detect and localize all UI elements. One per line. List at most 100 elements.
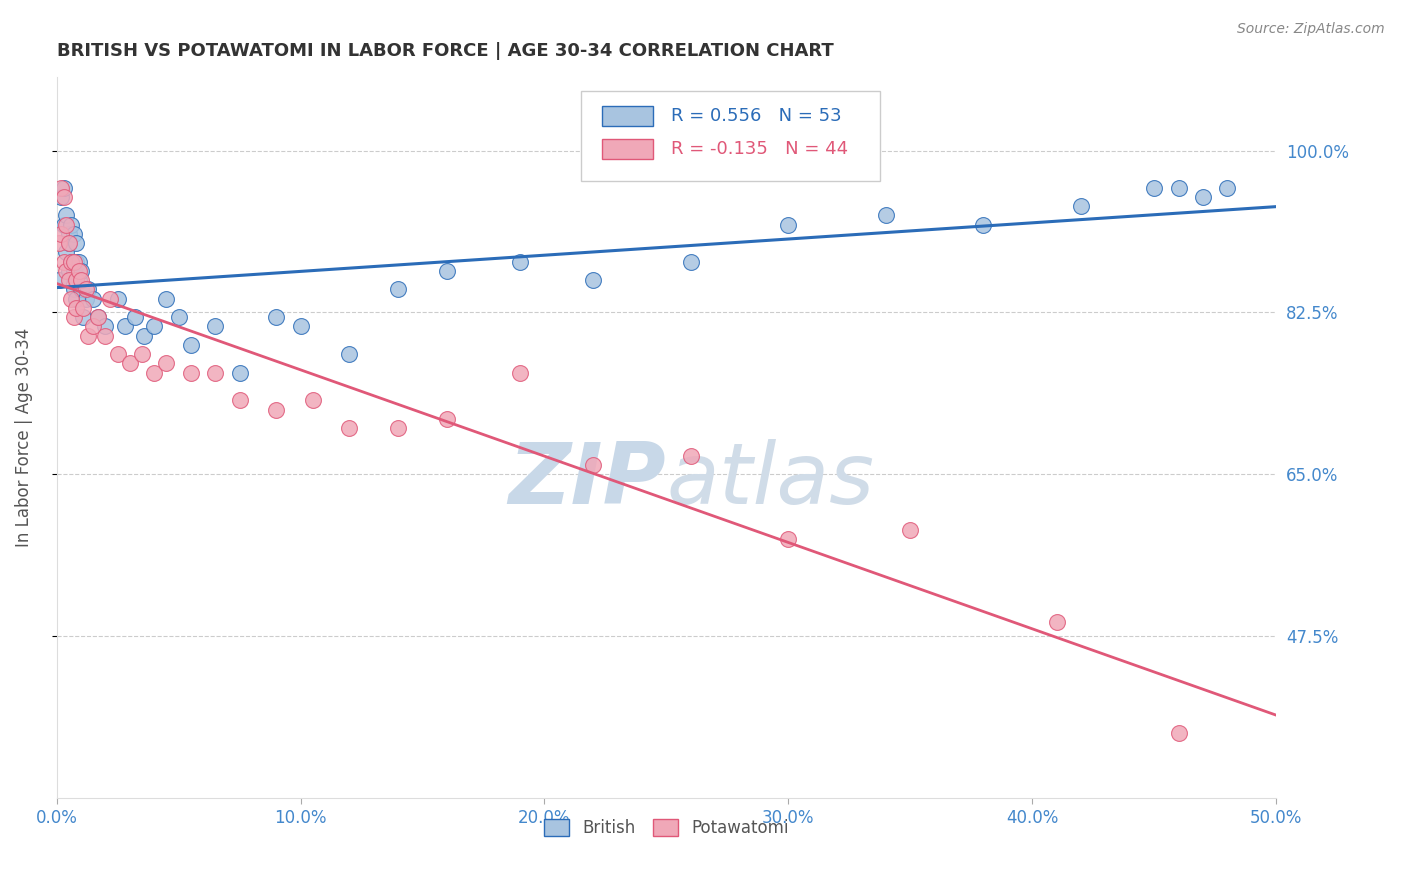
Point	[143, 366, 166, 380]
Point	[58, 273, 80, 287]
Point	[67, 273, 90, 287]
Point	[58, 264, 80, 278]
Point	[77, 328, 100, 343]
Point	[87, 310, 110, 325]
Point	[509, 254, 531, 268]
Point	[228, 393, 250, 408]
Point	[301, 393, 323, 408]
Point	[143, 319, 166, 334]
Point	[75, 292, 97, 306]
Point	[337, 421, 360, 435]
Point	[1167, 726, 1189, 740]
Point	[60, 254, 83, 268]
Point	[290, 319, 312, 334]
Point	[509, 366, 531, 380]
Point	[204, 366, 226, 380]
Point	[58, 236, 80, 251]
Point	[60, 254, 83, 268]
Text: Source: ZipAtlas.com: Source: ZipAtlas.com	[1237, 22, 1385, 37]
Point	[94, 319, 117, 334]
Point	[70, 273, 93, 287]
Point	[60, 218, 83, 232]
Point	[65, 292, 87, 306]
Point	[70, 264, 93, 278]
Point	[62, 282, 84, 296]
Point	[679, 449, 702, 463]
Point	[72, 310, 94, 325]
Point	[62, 264, 84, 278]
Point	[82, 292, 104, 306]
Point	[155, 356, 177, 370]
Point	[51, 180, 73, 194]
Text: R = 0.556   N = 53: R = 0.556 N = 53	[671, 107, 842, 125]
Point	[167, 310, 190, 325]
Point	[1143, 180, 1166, 194]
Point	[58, 236, 80, 251]
Point	[98, 292, 121, 306]
Point	[1216, 180, 1239, 194]
Point	[55, 245, 77, 260]
Point	[131, 347, 153, 361]
Point	[48, 236, 70, 251]
Point	[155, 292, 177, 306]
Point	[87, 310, 110, 325]
Point	[180, 366, 202, 380]
Point	[67, 254, 90, 268]
Point	[55, 264, 77, 278]
Point	[72, 301, 94, 315]
Point	[1167, 180, 1189, 194]
Y-axis label: In Labor Force | Age 30-34: In Labor Force | Age 30-34	[15, 327, 32, 547]
Point	[898, 523, 921, 537]
Point	[107, 347, 129, 361]
Point	[204, 319, 226, 334]
Point	[62, 254, 84, 268]
Point	[134, 328, 156, 343]
Point	[75, 282, 97, 296]
Point	[60, 292, 83, 306]
Point	[1045, 615, 1067, 630]
Bar	[602, 106, 652, 127]
Point	[52, 254, 75, 268]
Point	[228, 366, 250, 380]
Point	[582, 458, 605, 472]
Point	[65, 254, 87, 268]
Point	[387, 282, 409, 296]
Point	[387, 421, 409, 435]
Point	[65, 236, 87, 251]
Point	[107, 292, 129, 306]
Point	[77, 282, 100, 296]
Point	[52, 218, 75, 232]
Point	[180, 338, 202, 352]
Point	[58, 227, 80, 241]
Point	[124, 310, 146, 325]
Text: R = -0.135   N = 44: R = -0.135 N = 44	[671, 140, 848, 158]
Legend: British, Potawatomi: British, Potawatomi	[537, 813, 794, 844]
Point	[679, 254, 702, 268]
Point	[65, 273, 87, 287]
Point	[337, 347, 360, 361]
Point	[65, 301, 87, 315]
Point	[875, 208, 897, 222]
Point	[62, 227, 84, 241]
Point	[264, 402, 287, 417]
Point	[1070, 199, 1092, 213]
Point	[118, 356, 141, 370]
Point	[82, 319, 104, 334]
Point	[51, 227, 73, 241]
Point	[264, 310, 287, 325]
Point	[70, 282, 93, 296]
Point	[436, 264, 458, 278]
Point	[114, 319, 136, 334]
Point	[67, 264, 90, 278]
Point	[972, 218, 994, 232]
Point	[52, 180, 75, 194]
Point	[778, 218, 800, 232]
Text: atlas: atlas	[666, 439, 875, 522]
Point	[52, 190, 75, 204]
Point	[62, 310, 84, 325]
Point	[582, 273, 605, 287]
Point	[94, 328, 117, 343]
Point	[55, 208, 77, 222]
Point	[55, 218, 77, 232]
Text: BRITISH VS POTAWATOMI IN LABOR FORCE | AGE 30-34 CORRELATION CHART: BRITISH VS POTAWATOMI IN LABOR FORCE | A…	[56, 42, 834, 60]
